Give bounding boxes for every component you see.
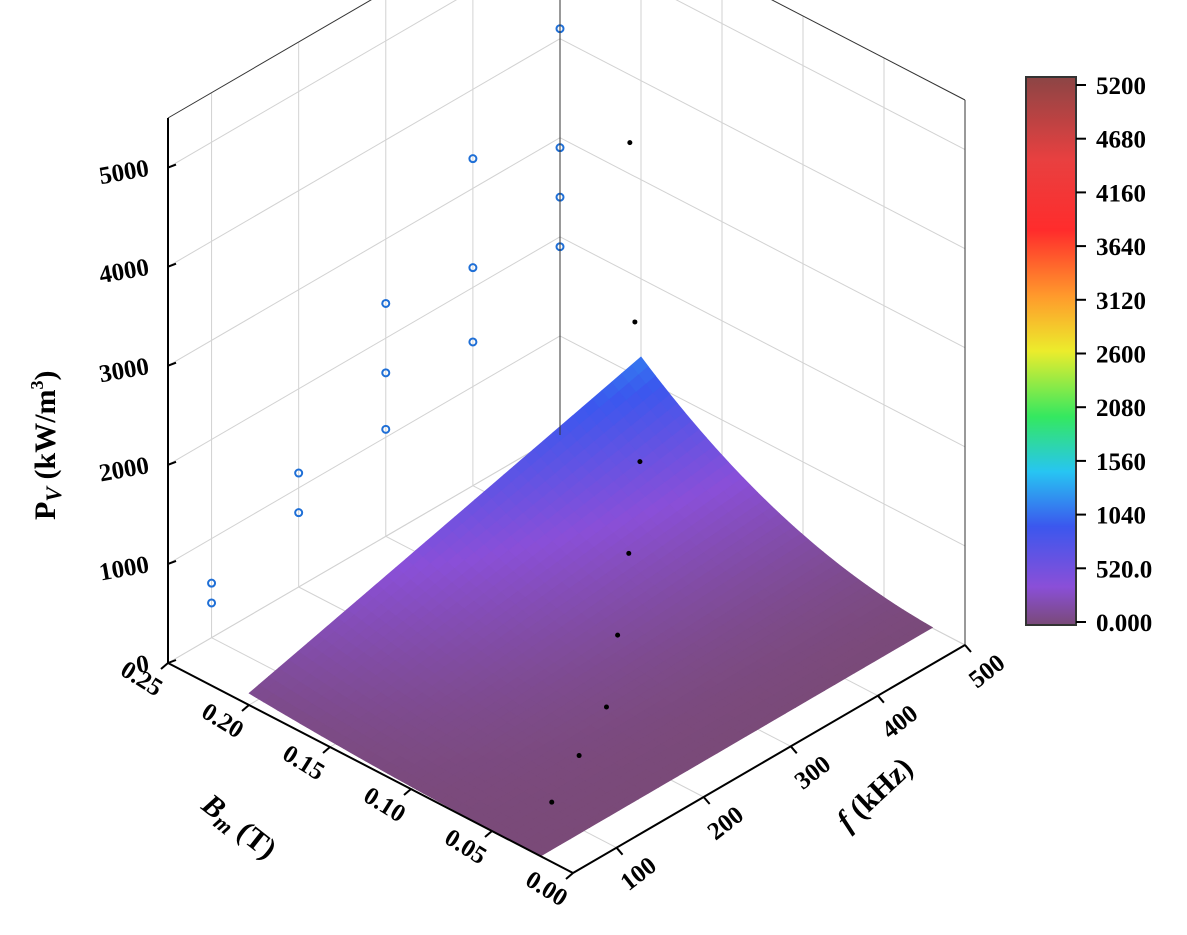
projection-point: [468, 337, 478, 347]
y-axis-title: f (kHz): [830, 751, 919, 837]
y-axis-line: [572, 644, 966, 874]
colorbar-tick-label: 520.0: [1096, 556, 1152, 583]
frame-edge: [771, 0, 966, 101]
z-tick-mark: [167, 361, 177, 367]
z-tick-mark: [167, 659, 177, 664]
y-tick-label: 400: [877, 700, 923, 744]
y-tick-label: 300: [790, 751, 836, 795]
measured-point: [627, 140, 633, 146]
x-axis-title: Bm (T): [192, 787, 282, 869]
projection-point: [207, 578, 217, 588]
y-tick-mark: [615, 847, 624, 856]
projection-point: [381, 298, 391, 308]
colorbar-tick-label: 1560: [1096, 449, 1146, 476]
colorbar-tick-label: 4680: [1096, 127, 1146, 154]
y-tick-mark: [964, 644, 972, 653]
measured-point: [626, 550, 632, 556]
surface: [248, 356, 934, 857]
grid-line-z: [559, 38, 966, 250]
z-tick-label: 0: [134, 650, 151, 679]
colorbar-tick-label: 2080: [1096, 395, 1146, 422]
colorbar-tick-label: 3120: [1096, 288, 1146, 315]
grid-line-z: [167, 236, 561, 466]
axes-frame: [160, 0, 972, 880]
grid-line-z: [675, 0, 966, 150]
measured-point: [632, 319, 638, 325]
x-tick-label: 0.05: [440, 824, 491, 870]
z-tick-label: 5000: [97, 155, 151, 190]
z-tick-label: 4000: [97, 254, 151, 289]
x-tick-label: 0.15: [278, 740, 329, 786]
colorbar-tick-label: 2600: [1096, 342, 1146, 369]
y-tick-label: 100: [616, 852, 662, 896]
x-tick-mark: [160, 662, 169, 670]
measured-point: [549, 799, 555, 805]
measured-point: [603, 704, 609, 710]
colorbar-gradient: [1025, 76, 1077, 626]
z-tick-mark: [167, 262, 177, 268]
projection-point: [207, 598, 217, 608]
frame-edge: [167, 0, 372, 119]
z-axis-title: PV (kW/m3): [27, 370, 66, 520]
y-tick-mark: [790, 745, 798, 754]
grid-line-z: [559, 137, 966, 349]
grid-line-z: [167, 38, 561, 268]
measured-point: [637, 459, 643, 465]
z-tick-labels: 0 1000 2000 3000 4000 5000: [97, 155, 151, 679]
grid-line-z: [559, 236, 966, 448]
grid-line-z: [167, 335, 561, 565]
z-tick-mark: [167, 460, 177, 466]
x-tick-mark: [565, 872, 574, 880]
measured-point: [615, 632, 621, 638]
x-tick-mark: [241, 704, 250, 712]
z-tick-label: 1000: [97, 551, 151, 586]
colorbar-tick-label: 4160: [1096, 180, 1146, 207]
x-tick-mark: [403, 788, 412, 796]
measured-points: [549, 140, 643, 805]
colorbar: 0.000 520.0 1040 1560 2080 2600 3120 3640 4160 46…: [1025, 73, 1152, 637]
colorbar-tick-labels: 0.000 520.0 1040 1560 2080 2600 3120 3640 4160 46…: [1076, 73, 1152, 637]
z-tick-label: 2000: [97, 452, 151, 487]
x-tick-label: 0.10: [359, 782, 410, 828]
z-tick-mark: [167, 559, 177, 565]
z-tick-mark: [167, 163, 177, 169]
projection-point: [294, 468, 304, 478]
x-axis-line: [167, 662, 574, 874]
x-tick-label: 0.00: [521, 866, 572, 912]
x-tick-label: 0.20: [197, 698, 248, 744]
grid-line-b: [167, 434, 561, 664]
grid-line-z: [167, 137, 561, 367]
grid-line-z: [167, 0, 458, 168]
colorbar-tick-label: 5200: [1096, 73, 1146, 100]
y-tick-label: 500: [964, 649, 1010, 693]
y-tick-mark: [877, 695, 885, 704]
projection-point: [294, 508, 304, 518]
y-tick-label: 200: [703, 801, 749, 845]
colorbar-tick-label: 1040: [1096, 503, 1146, 530]
z-tick-label: 3000: [97, 353, 151, 388]
projection-point: [468, 263, 478, 273]
x-tick-mark: [484, 830, 493, 838]
x-tick-mark: [322, 746, 331, 754]
y-tick-mark: [702, 796, 711, 805]
projection-point: [381, 368, 391, 378]
measured-point: [576, 753, 582, 759]
projection-point: [381, 424, 391, 434]
projection-point: [468, 154, 478, 164]
colorbar-tick-label: 0.000: [1096, 610, 1152, 637]
colorbar-tick-label: 3640: [1096, 234, 1146, 261]
x-tick-label: 0.25: [116, 656, 167, 702]
